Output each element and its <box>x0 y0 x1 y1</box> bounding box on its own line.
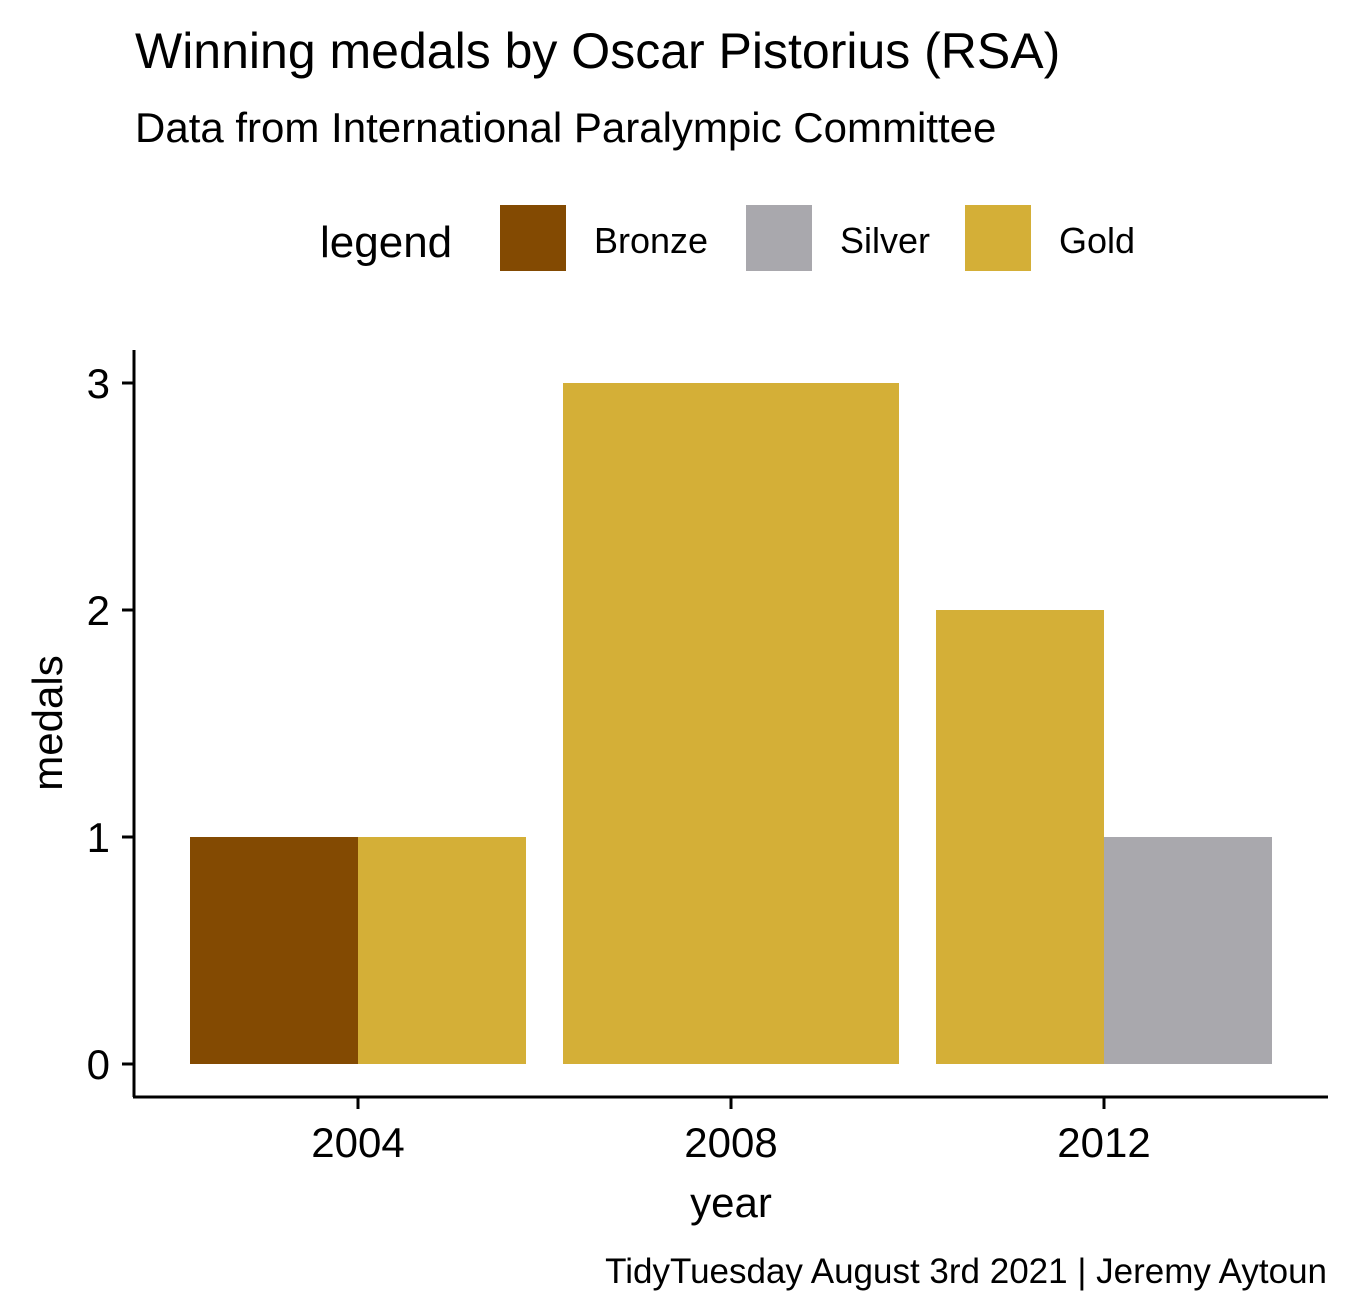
legend-key-silver <box>746 205 812 271</box>
y-tick-label: 3 <box>87 360 110 407</box>
legend: legend Bronze Silver Gold <box>320 205 1135 271</box>
legend-label-bronze: Bronze <box>594 220 708 261</box>
y-axis-title: medals <box>24 655 71 790</box>
chart-caption: TidyTuesday August 3rd 2021 | Jeremy Ayt… <box>605 1252 1327 1291</box>
legend-title: legend <box>320 218 452 267</box>
bar-2008-gold <box>563 383 899 1064</box>
x-axis-ticks: 2004 2008 2012 <box>311 1097 1151 1166</box>
x-tick-label: 2012 <box>1057 1119 1150 1166</box>
bar-2012-silver <box>1104 837 1272 1064</box>
y-tick-label: 1 <box>87 814 110 861</box>
x-axis-title: year <box>690 1179 772 1226</box>
y-tick-label: 2 <box>87 587 110 634</box>
chart-subtitle: Data from International Paralympic Commi… <box>135 104 996 151</box>
x-tick-label: 2008 <box>684 1119 777 1166</box>
bars <box>190 383 1272 1064</box>
legend-label-silver: Silver <box>840 220 930 261</box>
bar-2004-bronze <box>190 837 358 1064</box>
y-axis-ticks: 0 1 2 3 <box>87 360 134 1088</box>
legend-label-gold: Gold <box>1059 220 1135 261</box>
bar-2004-gold <box>358 837 526 1064</box>
legend-key-gold <box>965 205 1031 271</box>
legend-key-bronze <box>500 205 566 271</box>
bar-2012-gold <box>936 610 1104 1064</box>
y-tick-label: 0 <box>87 1041 110 1088</box>
chart-title: Winning medals by Oscar Pistorius (RSA) <box>135 23 1060 79</box>
x-tick-label: 2004 <box>311 1119 404 1166</box>
